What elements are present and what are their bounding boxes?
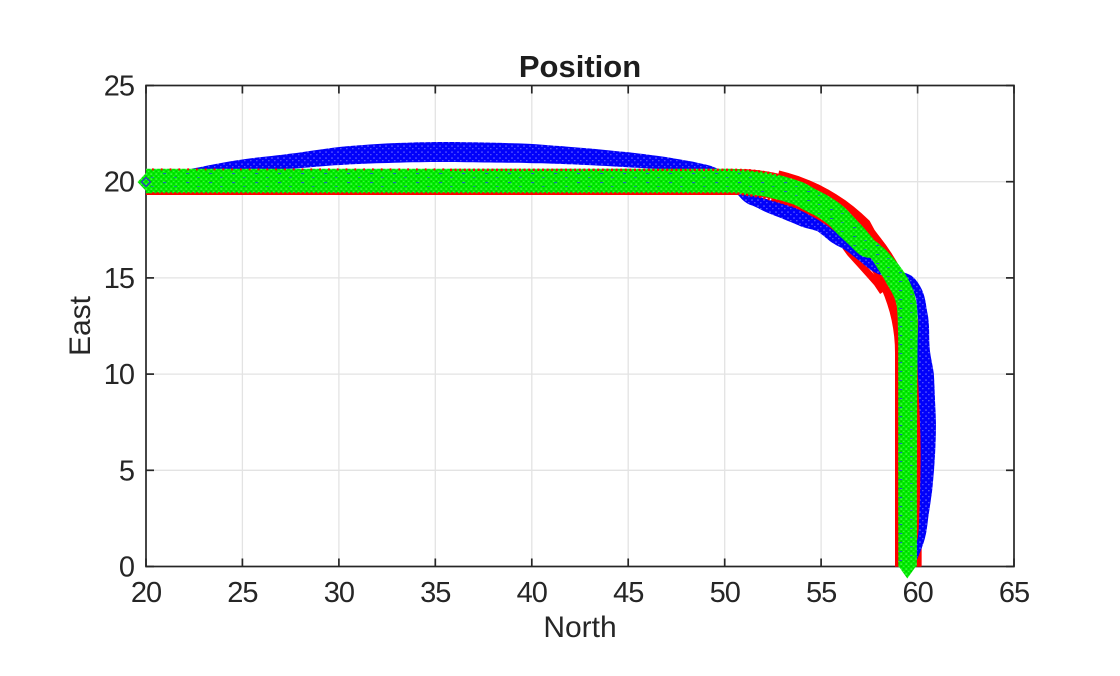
svg-text:40: 40 [517, 577, 547, 609]
svg-text:50: 50 [710, 577, 740, 609]
svg-text:20: 20 [104, 167, 134, 199]
svg-text:0: 0 [119, 552, 134, 584]
svg-text:North: North [543, 611, 616, 644]
svg-text:East: East [64, 295, 97, 356]
svg-text:30: 30 [324, 577, 354, 609]
svg-text:65: 65 [999, 577, 1029, 609]
svg-text:Position: Position [519, 49, 641, 84]
svg-text:5: 5 [119, 455, 134, 487]
svg-text:15: 15 [104, 263, 134, 295]
svg-text:60: 60 [902, 577, 932, 609]
svg-text:45: 45 [613, 577, 643, 609]
svg-text:25: 25 [104, 71, 134, 103]
svg-text:55: 55 [806, 577, 836, 609]
svg-text:25: 25 [227, 577, 257, 609]
svg-text:20: 20 [131, 577, 161, 609]
svg-text:35: 35 [420, 577, 450, 609]
svg-text:10: 10 [104, 359, 134, 391]
